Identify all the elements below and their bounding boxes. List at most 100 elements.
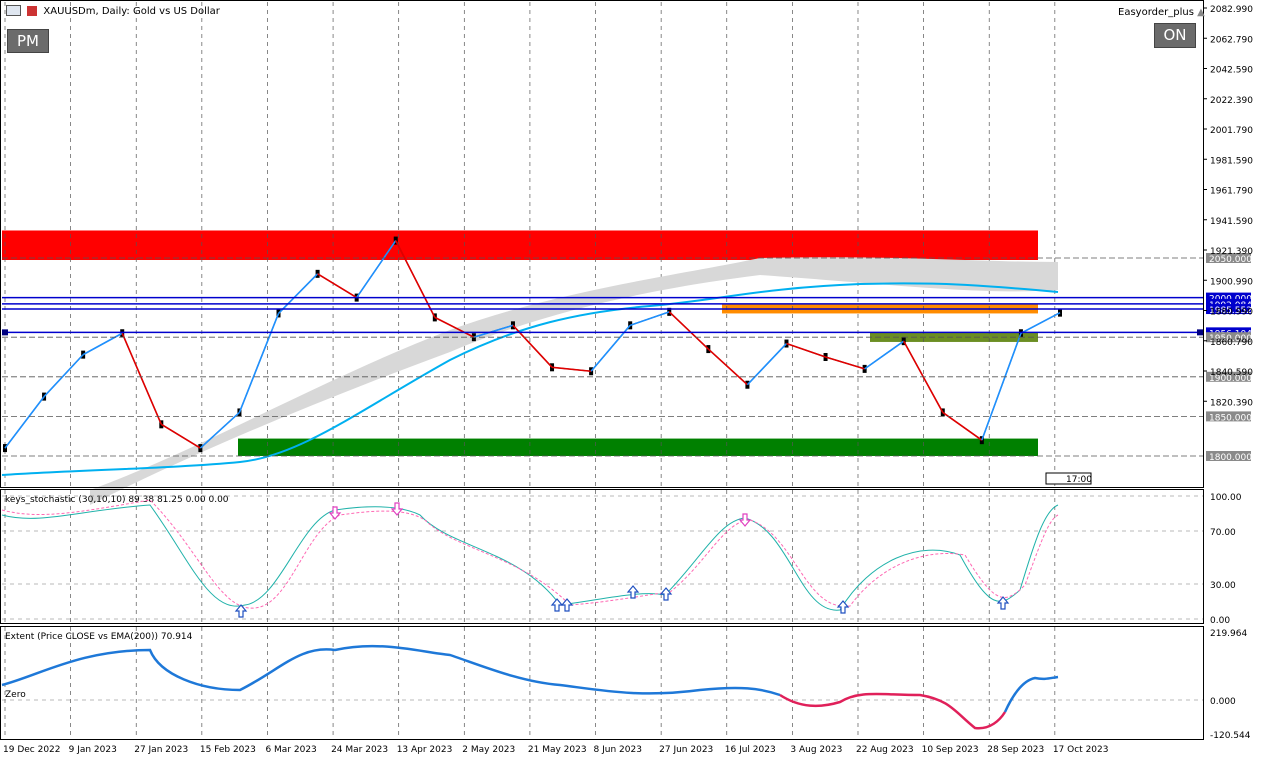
level-label-bg [1206, 292, 1251, 303]
main-pane-border [0, 0, 1204, 488]
price-tick-label: 1921.390 [1210, 247, 1253, 257]
pm-button[interactable]: PM [7, 29, 49, 53]
time-axis-label: 8 Jun 2023 [594, 745, 642, 755]
chart-title: XAUUSDm, Daily: Gold vs US Dollar [6, 5, 220, 17]
time-axis-label: 13 Apr 2023 [397, 745, 453, 755]
chart-settings-icon[interactable] [27, 5, 38, 16]
stoch-tick-label: 0.00 [1210, 616, 1230, 626]
level-label: 1950.000 [1209, 334, 1252, 344]
level-label: 1900.000 [1209, 374, 1252, 384]
extent-zero-label: Zero [5, 690, 26, 700]
extent-title: Extent (Price CLOSE vs EMA(200)) 70.914 [5, 632, 193, 642]
zigzag-up-segment [981, 332, 1022, 441]
stochastic-pane[interactable]: keys_stochastic (30,10,10) 89.38 81.25 0… [1, 490, 1203, 623]
price-tick-label: 2001.790 [1210, 126, 1253, 136]
price-tick-label: 1840.590 [1210, 368, 1253, 378]
zigzag-down-segment [707, 348, 748, 386]
zigzag-down-segment [434, 316, 475, 338]
time-axis-label: 17 Oct 2023 [1053, 745, 1109, 755]
extent-pane[interactable]: Extent (Price CLOSE vs EMA(200)) 70.914 Z… [1, 627, 1203, 740]
price-tick-label: 1981.590 [1210, 156, 1253, 166]
zigzag-down-segment [668, 311, 709, 350]
zigzag-up-segment [238, 313, 280, 413]
zigzag-up-segment [356, 240, 397, 299]
expert-label: Easyorder_plus ▲ [1118, 7, 1205, 18]
level-label-bg [1206, 298, 1251, 309]
level-label-bg [1206, 304, 1251, 315]
zigzag-up-segment [277, 273, 319, 315]
price-tick-label: 1961.790 [1210, 187, 1253, 197]
expert-hat-icon: ▲ [1197, 7, 1205, 18]
zigzag-up-segment [4, 396, 45, 449]
time-axis-label: 15 Feb 2023 [200, 745, 256, 755]
zigzag-down-segment [551, 366, 592, 373]
extent-recovery-line [1003, 675, 1059, 713]
price-tick-label: 1941.590 [1210, 217, 1253, 227]
price-tick-label: 1820.390 [1210, 398, 1253, 408]
ema200-line [1, 282, 1059, 476]
time-axis-label: 22 Aug 2023 [856, 745, 914, 755]
stoch-signal-line [1, 499, 1059, 609]
time-axis-label: 9 Jan 2023 [69, 745, 117, 755]
expert-name: Easyorder_plus [1118, 7, 1194, 18]
time-axis-label: 6 Mar 2023 [265, 745, 316, 755]
level-handle [2, 329, 8, 336]
chart-menu-icon[interactable] [6, 5, 21, 16]
price-tick-label: 2022.390 [1210, 96, 1253, 106]
zigzag-up-segment [864, 340, 905, 370]
level-handle [1197, 329, 1203, 336]
stoch-buy-arrow [996, 596, 1010, 610]
stoch-buy-arrow [560, 598, 574, 612]
time-axis-label: 16 Jul 2023 [725, 745, 776, 755]
stoch-main-line [1, 504, 1059, 611]
zigzag-up-segment [746, 342, 788, 386]
zigzag-down-segment [121, 332, 163, 425]
olive-zone [870, 332, 1038, 342]
stoch-sell-arrow [328, 506, 342, 520]
time-axis-label: 21 May 2023 [528, 745, 587, 755]
time-marker-box [1045, 472, 1092, 485]
level-label: 1985.552 [1209, 306, 1252, 316]
time-axis-label: 27 Jan 2023 [134, 745, 188, 755]
ema-band [90, 257, 1058, 505]
stoch-sell-arrow [390, 502, 404, 516]
price-tick-label: 1880.990 [1210, 308, 1253, 318]
stoch-buy-arrow [626, 585, 640, 599]
time-marker-label: 17:00 [1066, 475, 1092, 485]
time-axis-label: 3 Aug 2023 [790, 745, 842, 755]
stoch-tick-label: 30.00 [1210, 581, 1236, 591]
extent-pane-border [0, 626, 1204, 740]
price-tick-label: 1860.790 [1210, 338, 1253, 348]
price-tick-label: 2042.590 [1210, 66, 1253, 76]
level-label-bg [1206, 253, 1251, 263]
time-axis-label: 2 May 2023 [462, 745, 515, 755]
zigzag-down-segment [942, 411, 983, 441]
time-axis-label: 24 Mar 2023 [331, 745, 388, 755]
price-tick-label: 2082.990 [1210, 5, 1253, 15]
stoch-title: keys_stochastic (30,10,10) 89.38 81.25 0… [5, 495, 229, 505]
stoch-buy-arrow [659, 587, 673, 601]
time-axis-label: 28 Sep 2023 [987, 745, 1044, 755]
symbol-title: XAUUSDm, Daily: Gold vs US Dollar [43, 5, 220, 17]
stoch-tick-label: 100.00 [1210, 493, 1242, 503]
zigzag-up-segment [43, 354, 84, 398]
zigzag-down-segment [825, 356, 865, 370]
extent-tick-label: 0.000 [1210, 697, 1236, 707]
stoch-tick-label: 70.00 [1210, 528, 1236, 538]
zigzag-down-segment [160, 423, 201, 449]
resistance-zone [2, 230, 1038, 260]
price-tick-label: 1900.990 [1210, 277, 1253, 287]
zigzag-up-segment [1020, 311, 1061, 334]
stoch-buy-arrow [836, 600, 850, 614]
level-label-bg [1206, 411, 1251, 422]
on-button[interactable]: ON [1154, 23, 1196, 48]
zigzag-up-segment [199, 411, 240, 449]
zigzag-up-segment [629, 311, 670, 327]
level-label-bg [1206, 371, 1251, 382]
level-label: 2050.000 [1209, 255, 1252, 265]
main-price-pane[interactable] [1, 2, 1203, 505]
price-tick-label: 2062.790 [1210, 35, 1253, 45]
